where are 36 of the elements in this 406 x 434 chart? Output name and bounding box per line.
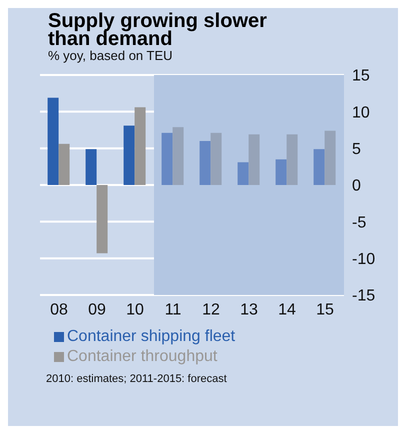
x-tick-label: 08 — [50, 301, 68, 318]
text: 2010: estimates; 2011-2015: forecast — [46, 373, 228, 385]
bar — [200, 141, 211, 185]
bar — [286, 134, 298, 185]
y-tick-label: 5 — [352, 141, 361, 158]
bar — [86, 149, 97, 185]
x-tick-label: 14 — [278, 301, 296, 318]
y-tick-label: -10 — [352, 251, 376, 268]
bar — [324, 130, 336, 185]
legend-label: Container throughput — [66, 347, 218, 367]
chart-subtitle: % yoy, based on TEU — [47, 48, 174, 63]
bar — [210, 132, 222, 185]
y-tick-label: 15 — [352, 68, 370, 85]
bar — [124, 126, 135, 185]
x-tick-label: 09 — [88, 301, 106, 318]
x-tick-label: 15 — [316, 301, 334, 318]
chart-title: Supply growing slower than demand — [47, 9, 268, 50]
y-tick-label: -5 — [352, 214, 366, 232]
bar — [172, 127, 184, 185]
y-tick-label: -15 — [352, 288, 376, 305]
bar — [162, 132, 173, 185]
y-tick-label: 0 — [352, 178, 361, 195]
bar — [58, 144, 70, 185]
y-tick-label: 10 — [352, 104, 370, 122]
x-tick-label: 11 — [164, 301, 182, 318]
bar — [134, 107, 146, 185]
x-tick-label: 10 — [126, 301, 144, 318]
legend-label: Container shipping fleet — [66, 327, 236, 347]
bar — [248, 134, 260, 185]
bar — [314, 149, 325, 185]
x-tick-label: 12 — [202, 301, 220, 318]
bar — [238, 162, 249, 185]
bar — [96, 185, 108, 254]
x-tick-label: 13 — [240, 301, 258, 318]
bar — [48, 98, 59, 185]
bar — [276, 159, 287, 185]
